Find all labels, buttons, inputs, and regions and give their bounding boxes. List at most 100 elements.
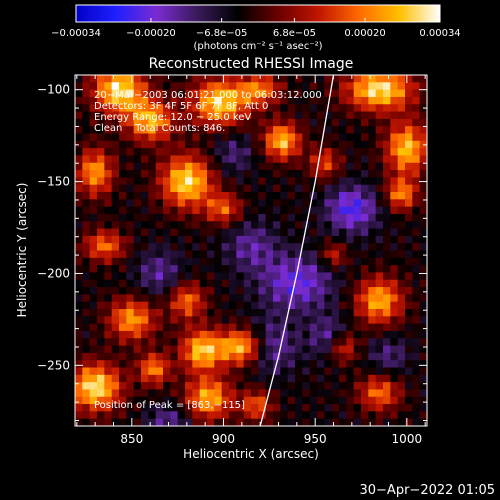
heatmap-cell bbox=[390, 96, 399, 105]
heatmap-cell bbox=[221, 367, 230, 376]
colorbar-gradient bbox=[75, 4, 441, 23]
heatmap-cell bbox=[141, 118, 149, 127]
heatmap-cell bbox=[207, 279, 215, 288]
heatmap-cell bbox=[324, 309, 333, 317]
heatmap-cell bbox=[339, 155, 347, 164]
heatmap-cell bbox=[177, 148, 186, 157]
heatmap-cell bbox=[412, 199, 421, 208]
heatmap-cell bbox=[126, 192, 135, 200]
heatmap-cell bbox=[280, 133, 289, 142]
heatmap-cell bbox=[331, 118, 340, 127]
heatmap-cell bbox=[368, 89, 377, 98]
heatmap-cell bbox=[412, 294, 421, 303]
heatmap-cell bbox=[170, 221, 179, 230]
heatmap-cell bbox=[141, 206, 149, 215]
heatmap-cell bbox=[353, 192, 362, 200]
heatmap-cell bbox=[273, 177, 281, 186]
heatmap-cell bbox=[317, 294, 325, 303]
heatmap-cell bbox=[177, 330, 186, 339]
heatmap-cell bbox=[141, 330, 149, 339]
heatmap-cell bbox=[155, 192, 164, 200]
heatmap-cell bbox=[265, 257, 274, 266]
heatmap-cell bbox=[353, 404, 362, 412]
heatmap-cell bbox=[383, 184, 391, 193]
heatmap-cell bbox=[177, 382, 186, 391]
heatmap-cell bbox=[89, 221, 98, 230]
heatmap-cell bbox=[97, 162, 105, 171]
heatmap-cell bbox=[383, 265, 391, 274]
heatmap-cell bbox=[141, 360, 149, 369]
heatmap-image bbox=[75, 75, 427, 426]
heatmap-cell bbox=[82, 279, 91, 288]
heatmap-cell bbox=[192, 287, 201, 295]
heatmap-cell bbox=[273, 323, 281, 332]
heatmap-cell bbox=[126, 104, 135, 113]
heatmap-cell bbox=[331, 287, 340, 295]
heatmap-cell bbox=[82, 272, 91, 281]
heatmap-cell bbox=[192, 148, 201, 157]
heatmap-cell bbox=[133, 250, 142, 259]
heatmap-cell bbox=[185, 382, 193, 391]
heatmap-cell bbox=[331, 221, 340, 230]
heatmap-cell bbox=[170, 184, 179, 193]
heatmap-cell bbox=[236, 330, 245, 339]
heatmap-cell bbox=[412, 265, 421, 274]
heatmap-cell bbox=[405, 309, 413, 317]
heatmap-cell bbox=[419, 192, 427, 200]
heatmap-cell bbox=[265, 126, 274, 135]
x-tick-label: 950 bbox=[304, 432, 327, 446]
heatmap-cell bbox=[177, 294, 186, 303]
heatmap-cell bbox=[273, 162, 281, 171]
heatmap-cell bbox=[155, 148, 164, 157]
heatmap-cell bbox=[207, 352, 215, 361]
heatmap-cell bbox=[368, 309, 377, 317]
heatmap-cell bbox=[309, 382, 318, 391]
heatmap-cell bbox=[104, 82, 113, 91]
heatmap-cell bbox=[397, 265, 406, 274]
heatmap-cell bbox=[163, 396, 171, 405]
heatmap-cell bbox=[324, 316, 333, 325]
heatmap-cell bbox=[111, 192, 120, 200]
heatmap-cell bbox=[280, 279, 289, 288]
heatmap-cell bbox=[258, 111, 267, 120]
heatmap-cell bbox=[273, 265, 281, 274]
heatmap-cell bbox=[75, 316, 83, 325]
heatmap-cell bbox=[302, 338, 311, 347]
heatmap-cell bbox=[229, 104, 237, 113]
heatmap-cell bbox=[317, 213, 325, 222]
heatmap-cell bbox=[397, 338, 406, 347]
heatmap-cell bbox=[141, 96, 149, 105]
heatmap-cell bbox=[82, 162, 91, 171]
heatmap-cell bbox=[185, 89, 193, 98]
heatmap-cell bbox=[375, 177, 384, 186]
heatmap-cell bbox=[199, 206, 208, 215]
heatmap-cell bbox=[243, 272, 252, 281]
heatmap-cell bbox=[339, 382, 347, 391]
heatmap-cell bbox=[390, 235, 399, 244]
heatmap-cell bbox=[177, 192, 186, 200]
heatmap-cell bbox=[302, 184, 311, 193]
heatmap-cell bbox=[97, 192, 105, 200]
heatmap-cell bbox=[133, 155, 142, 164]
heatmap-cell bbox=[265, 133, 274, 142]
heatmap-cell bbox=[207, 170, 215, 178]
heatmap-cell bbox=[89, 418, 98, 426]
heatmap-cell bbox=[361, 133, 369, 142]
heatmap-cell bbox=[375, 367, 384, 376]
heatmap-cell bbox=[251, 294, 259, 303]
heatmap-cell bbox=[170, 177, 179, 186]
heatmap-cell bbox=[229, 257, 237, 266]
heatmap-cell bbox=[133, 213, 142, 222]
heatmap-cell bbox=[383, 243, 391, 252]
heatmap-cell bbox=[331, 126, 340, 135]
heatmap-cell bbox=[221, 199, 230, 208]
heatmap-cell bbox=[397, 148, 406, 157]
heatmap-cell bbox=[148, 367, 157, 376]
heatmap-cell bbox=[185, 265, 193, 274]
heatmap-cell bbox=[273, 126, 281, 135]
heatmap-cell bbox=[368, 330, 377, 339]
heatmap-cell bbox=[221, 294, 230, 303]
heatmap-cell bbox=[97, 89, 105, 98]
heatmap-cell bbox=[375, 323, 384, 332]
